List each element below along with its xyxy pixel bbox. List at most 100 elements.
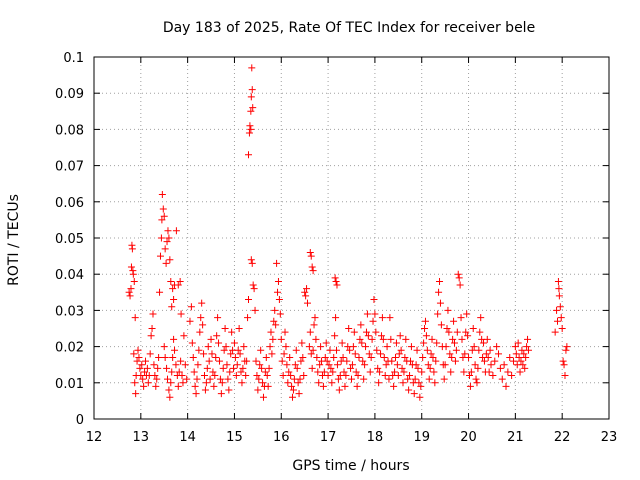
data-point (486, 346, 494, 354)
data-point (334, 375, 342, 383)
data-point (179, 379, 187, 387)
data-point (130, 277, 138, 285)
data-point (248, 64, 256, 72)
data-point (427, 350, 435, 358)
data-point (385, 375, 393, 383)
data-point (410, 390, 418, 398)
data-point (432, 357, 440, 365)
data-point (168, 303, 176, 311)
data-point (452, 346, 460, 354)
data-point (446, 350, 454, 358)
data-point (380, 353, 388, 361)
data-point (508, 372, 516, 380)
data-point (506, 353, 514, 361)
data-point (299, 353, 307, 361)
data-point (377, 350, 385, 358)
data-point (338, 339, 346, 347)
data-point (170, 296, 178, 304)
data-point (554, 277, 562, 285)
data-point (162, 259, 170, 267)
data-point (198, 299, 206, 307)
data-point (498, 375, 506, 383)
data-point (310, 321, 318, 329)
data-point (238, 379, 246, 387)
data-point (161, 245, 169, 253)
data-point (424, 361, 432, 369)
data-point (166, 256, 174, 264)
data-point (156, 252, 164, 260)
data-point (275, 296, 283, 304)
data-point (157, 234, 165, 242)
data-point (462, 328, 470, 336)
data-point (159, 205, 167, 213)
data-point (464, 332, 472, 340)
data-point (324, 372, 332, 380)
data-point (493, 343, 501, 351)
y-tick-label: 0.05 (55, 232, 84, 247)
data-point (471, 361, 479, 369)
data-point (247, 256, 255, 264)
data-point (376, 368, 384, 376)
data-point (132, 390, 140, 398)
axis-ticks (93, 56, 610, 420)
data-point (236, 350, 244, 358)
data-point (470, 343, 478, 351)
data-point (200, 350, 208, 358)
data-point (414, 364, 422, 372)
data-point (259, 379, 267, 387)
data-point (451, 339, 458, 347)
data-point (524, 346, 532, 354)
data-point (502, 382, 510, 390)
data-point (482, 350, 490, 358)
data-point (197, 314, 205, 322)
data-point (430, 368, 438, 376)
data-point (367, 353, 375, 361)
data-point (230, 364, 238, 372)
data-point (309, 346, 317, 354)
data-point (239, 364, 247, 372)
data-point (369, 317, 377, 325)
data-point (441, 361, 449, 369)
data-point (333, 361, 341, 369)
data-point (248, 259, 256, 267)
data-point (433, 339, 441, 347)
data-point (560, 361, 568, 369)
data-point (155, 353, 163, 361)
data-point (392, 339, 400, 347)
data-point (374, 364, 382, 372)
data-point (348, 375, 355, 383)
data-point (156, 288, 164, 296)
data-point (483, 335, 491, 343)
data-point (558, 325, 566, 332)
data-point (491, 357, 499, 365)
data-point (390, 382, 398, 390)
data-point (342, 372, 350, 380)
data-point (177, 357, 185, 365)
data-point (351, 350, 359, 358)
data-point (428, 335, 436, 343)
data-point (294, 379, 302, 387)
x-axis-title: GPS time / hours (292, 458, 409, 474)
data-point (199, 321, 207, 329)
data-point (233, 361, 241, 369)
data-point (484, 353, 492, 361)
data-point (331, 332, 339, 340)
data-point (315, 379, 323, 387)
data-point (148, 325, 156, 332)
data-point (341, 382, 349, 390)
data-point (202, 379, 210, 387)
data-point (189, 353, 197, 361)
data-point (242, 372, 250, 380)
data-point (317, 343, 325, 351)
data-point (387, 335, 395, 343)
data-point (128, 245, 136, 253)
data-point (473, 379, 481, 387)
data-point (232, 372, 240, 380)
data-point (293, 364, 301, 372)
data-point (303, 299, 311, 307)
data-point (222, 343, 230, 351)
data-point (127, 285, 135, 293)
data-point (391, 368, 399, 376)
data-point (228, 328, 236, 336)
data-point (466, 382, 474, 390)
